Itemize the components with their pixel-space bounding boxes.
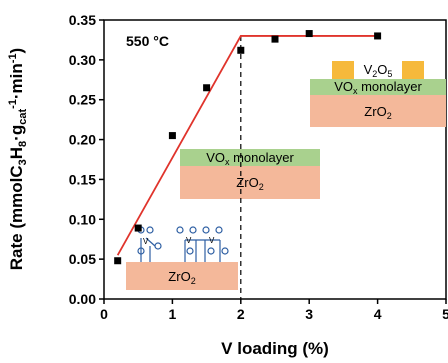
svg-text:V: V xyxy=(186,236,192,245)
svg-text:V: V xyxy=(143,237,149,246)
insets: ZrO2 xyxy=(126,61,446,290)
inset-monolayer: VOx monolayer ZrO2 xyxy=(180,149,320,199)
x-tick-label: 0 xyxy=(100,306,108,322)
y-tick-label: 0.25 xyxy=(69,92,96,108)
vanadate-species-icon xyxy=(137,226,229,262)
y-tick-label: 0.35 xyxy=(69,12,96,28)
data-series xyxy=(114,30,382,299)
data-point xyxy=(114,257,122,265)
svg-text:V: V xyxy=(209,236,215,245)
x-tick-label: 1 xyxy=(169,306,177,322)
x-tick-label: 4 xyxy=(374,306,382,322)
temperature-label: 550 °C xyxy=(126,33,169,49)
axis-ticks: 0 1 2 3 4 5 0.00 0.05 0.10 0.15 0.20 0.25 0.30 0.35 xyxy=(69,12,448,322)
y-tick-label: 0.10 xyxy=(69,211,96,227)
x-axis-title: V loading (%) xyxy=(221,339,329,358)
x-tick-label: 3 xyxy=(305,306,313,322)
v2o5-block-left xyxy=(332,61,354,79)
data-point xyxy=(374,32,382,40)
data-point xyxy=(271,35,279,43)
inset-low-support-label: ZrO2 xyxy=(168,269,195,286)
data-point xyxy=(305,30,313,38)
y-tick-label: 0.15 xyxy=(69,171,96,187)
data-point xyxy=(203,84,211,92)
y-tick-label: 0.20 xyxy=(69,132,96,148)
inset-high-v2o5-label: V2O5 xyxy=(364,62,393,79)
inset-mid-support xyxy=(180,166,320,199)
y-tick-label: 0.00 xyxy=(69,291,96,307)
data-point xyxy=(237,46,245,54)
x-tick-label: 5 xyxy=(442,306,448,322)
y-tick-label: 0.30 xyxy=(69,52,96,68)
v2o5-block-right xyxy=(402,61,424,79)
inset-high-support-label: ZrO2 xyxy=(364,104,391,121)
x-tick-label: 2 xyxy=(237,306,245,322)
data-point xyxy=(134,224,142,232)
inset-high-loading: V2O5 VOx monolayer ZrO2 xyxy=(310,61,446,127)
inset-mid-monolayer xyxy=(180,149,320,166)
inset-low-loading: ZrO2 xyxy=(126,226,238,290)
inset-mid-monolayer-label: VOx monolayer xyxy=(206,150,294,167)
data-point xyxy=(168,132,176,140)
fit-line xyxy=(116,35,378,256)
inset-mid-support-label: ZrO2 xyxy=(236,175,263,192)
inset-high-monolayer-label: VOx monolayer xyxy=(334,79,422,96)
vanadium-atom-labels: V V V xyxy=(143,236,215,246)
y-tick-label: 0.05 xyxy=(69,251,96,267)
inset-high-monolayer xyxy=(310,79,446,95)
plot-frame xyxy=(103,19,447,300)
y-axis-title: Rate (mmolC3H8·gcat-1·min-1) xyxy=(7,48,29,270)
inset-low-support xyxy=(126,262,238,290)
inset-high-support xyxy=(310,95,446,127)
